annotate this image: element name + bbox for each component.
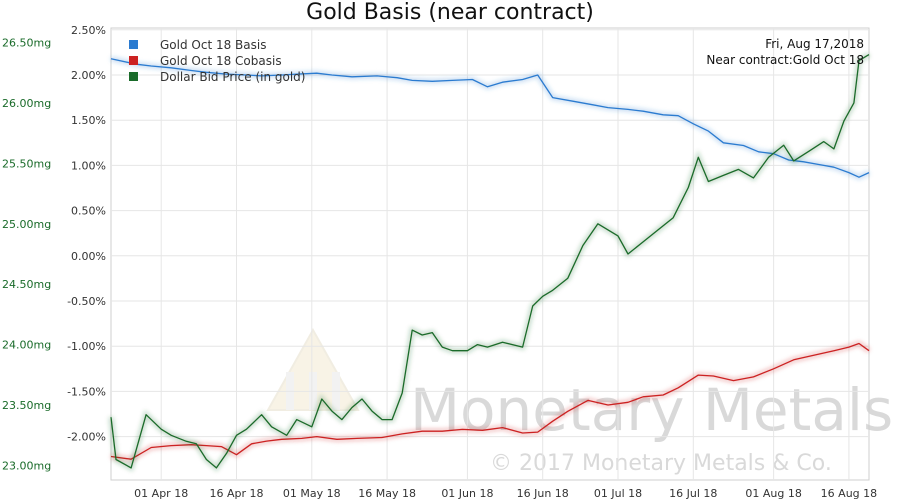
left-tick-label: 25.00mg	[2, 218, 51, 231]
right-tick-label: 2.00%	[71, 69, 106, 82]
annotation-contract: Near contract:Gold Oct 18	[706, 53, 864, 67]
legend-label-cobasis: Gold Oct 18 Cobasis	[160, 54, 282, 68]
chart-title: Gold Basis (near contract)	[306, 0, 594, 25]
right-tick-label: -1.50%	[67, 385, 106, 398]
x-tick-label: 16 Jun 18	[517, 487, 569, 500]
legend-swatch-dollar	[129, 72, 138, 81]
left-tick-label: 25.50mg	[2, 157, 51, 170]
right-tick-label: 1.50%	[71, 114, 106, 127]
x-axis: 01 Apr 18 16 Apr 18 01 May 18 16 May 18 01 J…	[134, 487, 877, 500]
watermark-copyright: © 2017 Monetary Metals & Co.	[490, 451, 832, 476]
right-tick-label: 1.00%	[71, 159, 106, 172]
x-tick-label: 16 May 18	[358, 487, 416, 500]
right-tick-label: 0.00%	[71, 250, 106, 263]
right-axis: -2.00% -1.50% -1.00% -0.50% 0.00% 0.50% 1.00% 1…	[67, 24, 106, 444]
series-line	[110, 54, 870, 469]
x-tick-label: 16 Aug 18	[821, 487, 877, 500]
x-tick-label: 01 Jul 18	[594, 487, 642, 500]
gridlines	[111, 28, 869, 480]
left-tick-label: 26.00mg	[2, 97, 51, 110]
right-tick-label: 2.50%	[71, 24, 106, 37]
series-layer	[108, 52, 871, 472]
legend-label-basis: Gold Oct 18 Basis	[160, 38, 266, 52]
x-tick-label: 16 Apr 18	[209, 487, 263, 500]
watermark: Monetary Metals © 2017 Monetary Metals &…	[266, 327, 893, 476]
series-1	[110, 340, 871, 462]
x-tick-label: 01 Apr 18	[134, 487, 188, 500]
legend: Gold Oct 18 Basis Gold Oct 18 Cobasis Do…	[129, 38, 305, 84]
right-tick-label: -1.00%	[67, 340, 106, 353]
left-tick-label: 24.50mg	[2, 278, 51, 291]
plot-area	[110, 27, 870, 481]
legend-swatch-cobasis	[129, 56, 138, 65]
series-0	[110, 56, 871, 180]
left-tick-label: 26.50mg	[2, 37, 51, 50]
left-tick-label: 23.00mg	[2, 459, 51, 472]
legend-label-dollar: Dollar Bid Price (in gold)	[160, 70, 305, 84]
right-tick-label: -2.00%	[67, 431, 106, 444]
series-line	[110, 342, 870, 460]
annotation-date: Fri, Aug 17,2018	[765, 37, 864, 51]
series-2	[108, 52, 871, 472]
x-tick-label: 01 Aug 18	[745, 487, 801, 500]
legend-swatch-basis	[129, 40, 138, 49]
watermark-logo-icon	[266, 327, 360, 411]
x-tick-label: 01 May 18	[283, 487, 341, 500]
left-axis: 23.00mg 23.50mg 24.00mg 24.50mg 25.00mg 25.50…	[2, 37, 51, 473]
left-tick-label: 24.00mg	[2, 339, 51, 352]
right-tick-label: 0.50%	[71, 205, 106, 218]
watermark-name: Monetary Metals	[410, 376, 893, 444]
x-tick-label: 01 Jun 18	[441, 487, 493, 500]
series-line	[110, 58, 870, 178]
left-tick-label: 23.50mg	[2, 399, 51, 412]
right-tick-label: -0.50%	[67, 295, 106, 308]
x-tick-label: 16 Jul 18	[669, 487, 717, 500]
